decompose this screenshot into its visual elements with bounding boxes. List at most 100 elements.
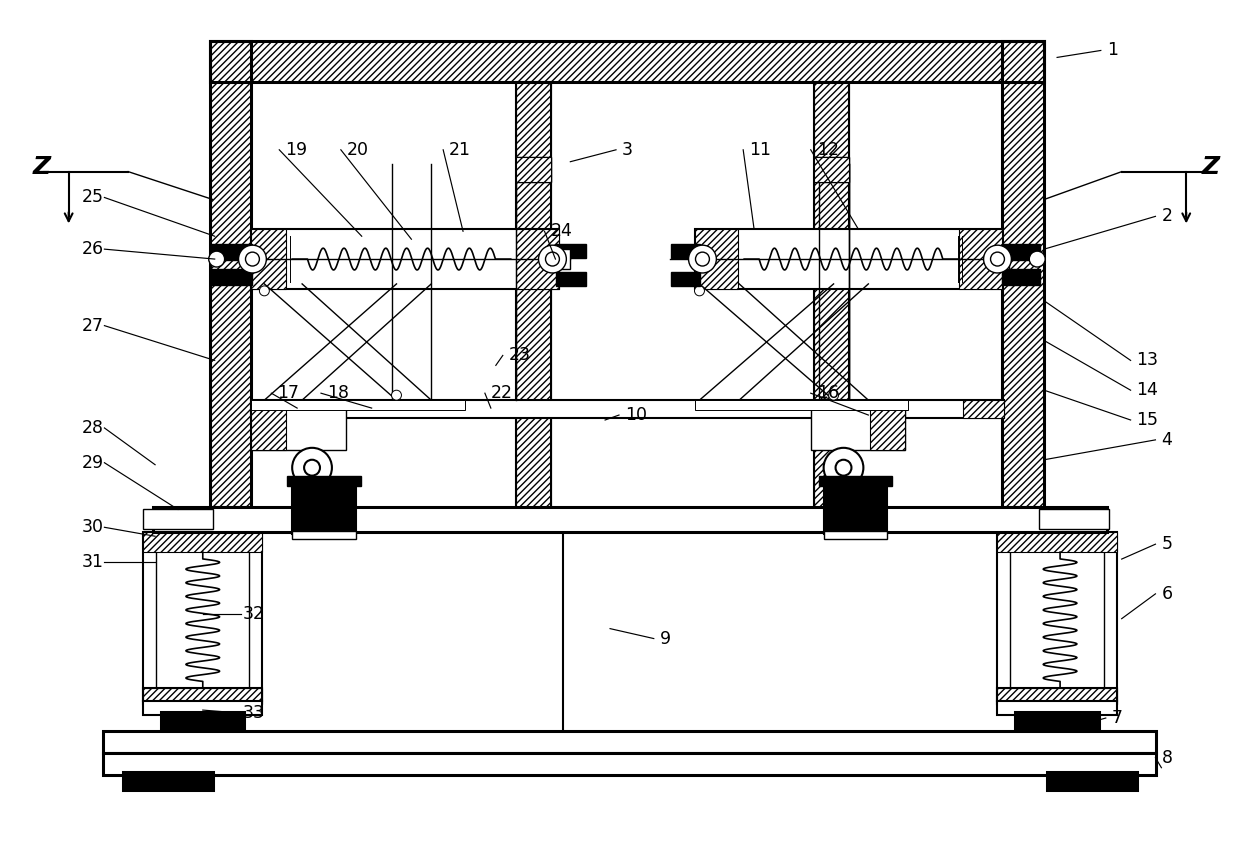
Bar (516, 83, 552, 509)
Circle shape (538, 245, 567, 273)
Bar (293, 531, 356, 539)
Bar (997, 688, 1117, 704)
Bar (210, 40, 252, 508)
Bar (813, 83, 849, 509)
Bar (252, 400, 1004, 418)
Text: 10: 10 (625, 406, 647, 424)
Bar (1039, 509, 1109, 530)
Text: 30: 30 (82, 519, 103, 536)
Circle shape (392, 390, 402, 400)
Bar (1002, 40, 1044, 508)
Text: 24: 24 (551, 222, 573, 240)
Circle shape (293, 448, 332, 488)
Text: 3: 3 (622, 141, 632, 159)
Bar (1047, 771, 1137, 790)
Bar (143, 701, 263, 715)
Circle shape (688, 245, 717, 273)
Circle shape (259, 286, 269, 296)
Bar (252, 229, 286, 289)
Bar (143, 532, 263, 701)
Bar (293, 480, 356, 534)
Text: 32: 32 (243, 605, 264, 623)
Circle shape (1029, 251, 1045, 267)
Circle shape (208, 251, 224, 267)
Circle shape (238, 245, 267, 273)
Bar (516, 157, 552, 182)
Bar (1002, 269, 1040, 285)
Circle shape (983, 245, 1012, 273)
Bar (156, 532, 249, 701)
Bar (554, 249, 570, 269)
Bar (211, 244, 253, 260)
Text: 29: 29 (82, 454, 103, 472)
Text: 18: 18 (327, 384, 348, 402)
Text: 5: 5 (1162, 536, 1172, 553)
Circle shape (546, 252, 559, 266)
Text: 22: 22 (491, 384, 513, 402)
Bar (252, 400, 286, 450)
Bar (211, 269, 253, 285)
Bar (103, 731, 1157, 753)
Text: Z: Z (32, 155, 51, 179)
Bar (143, 688, 263, 704)
Bar (671, 272, 701, 286)
Circle shape (304, 460, 320, 476)
Circle shape (836, 460, 852, 476)
Bar (252, 229, 559, 289)
Bar (210, 40, 1044, 83)
Bar (671, 244, 701, 258)
Text: 33: 33 (243, 704, 264, 722)
Text: 23: 23 (508, 346, 531, 365)
Text: 12: 12 (817, 141, 838, 159)
Bar (1002, 40, 1044, 508)
Bar (557, 272, 587, 286)
Bar (694, 229, 1002, 289)
Bar (1002, 244, 1040, 260)
Text: 28: 28 (82, 419, 103, 437)
Circle shape (694, 286, 704, 296)
Text: 31: 31 (82, 553, 103, 571)
Bar (123, 771, 213, 790)
Bar (997, 701, 1117, 715)
Bar (161, 712, 244, 730)
Bar (694, 229, 738, 289)
Text: 25: 25 (82, 189, 103, 206)
Bar (813, 157, 849, 182)
Bar (143, 532, 263, 552)
Text: 17: 17 (278, 384, 299, 402)
Text: 21: 21 (449, 141, 471, 159)
Bar (997, 532, 1117, 701)
Bar (153, 508, 1107, 532)
Bar (516, 83, 552, 509)
Bar (210, 40, 252, 508)
Text: 6: 6 (1162, 585, 1173, 603)
Bar (243, 249, 258, 269)
Bar (516, 229, 559, 289)
Bar (143, 509, 213, 530)
Text: 8: 8 (1162, 749, 1172, 767)
Circle shape (991, 252, 1004, 266)
Bar (557, 244, 587, 258)
Bar (516, 157, 552, 182)
Text: 20: 20 (347, 141, 368, 159)
Text: 1: 1 (1107, 41, 1117, 60)
Circle shape (696, 252, 709, 266)
Text: 16: 16 (817, 384, 838, 402)
Bar (1016, 712, 1099, 730)
Bar (997, 532, 1117, 552)
Bar (696, 249, 712, 269)
Text: 26: 26 (82, 240, 103, 258)
Bar (962, 400, 1004, 418)
Bar (210, 40, 1044, 83)
Bar (288, 476, 361, 486)
Circle shape (828, 390, 838, 400)
Text: 7: 7 (1112, 709, 1122, 727)
Text: 19: 19 (285, 141, 308, 159)
Bar (959, 229, 1002, 289)
Bar (103, 753, 1157, 775)
Text: 13: 13 (1137, 351, 1158, 370)
Bar (813, 83, 849, 509)
Bar (823, 531, 888, 539)
Text: Z: Z (1202, 155, 1220, 179)
Text: 4: 4 (1162, 431, 1172, 449)
